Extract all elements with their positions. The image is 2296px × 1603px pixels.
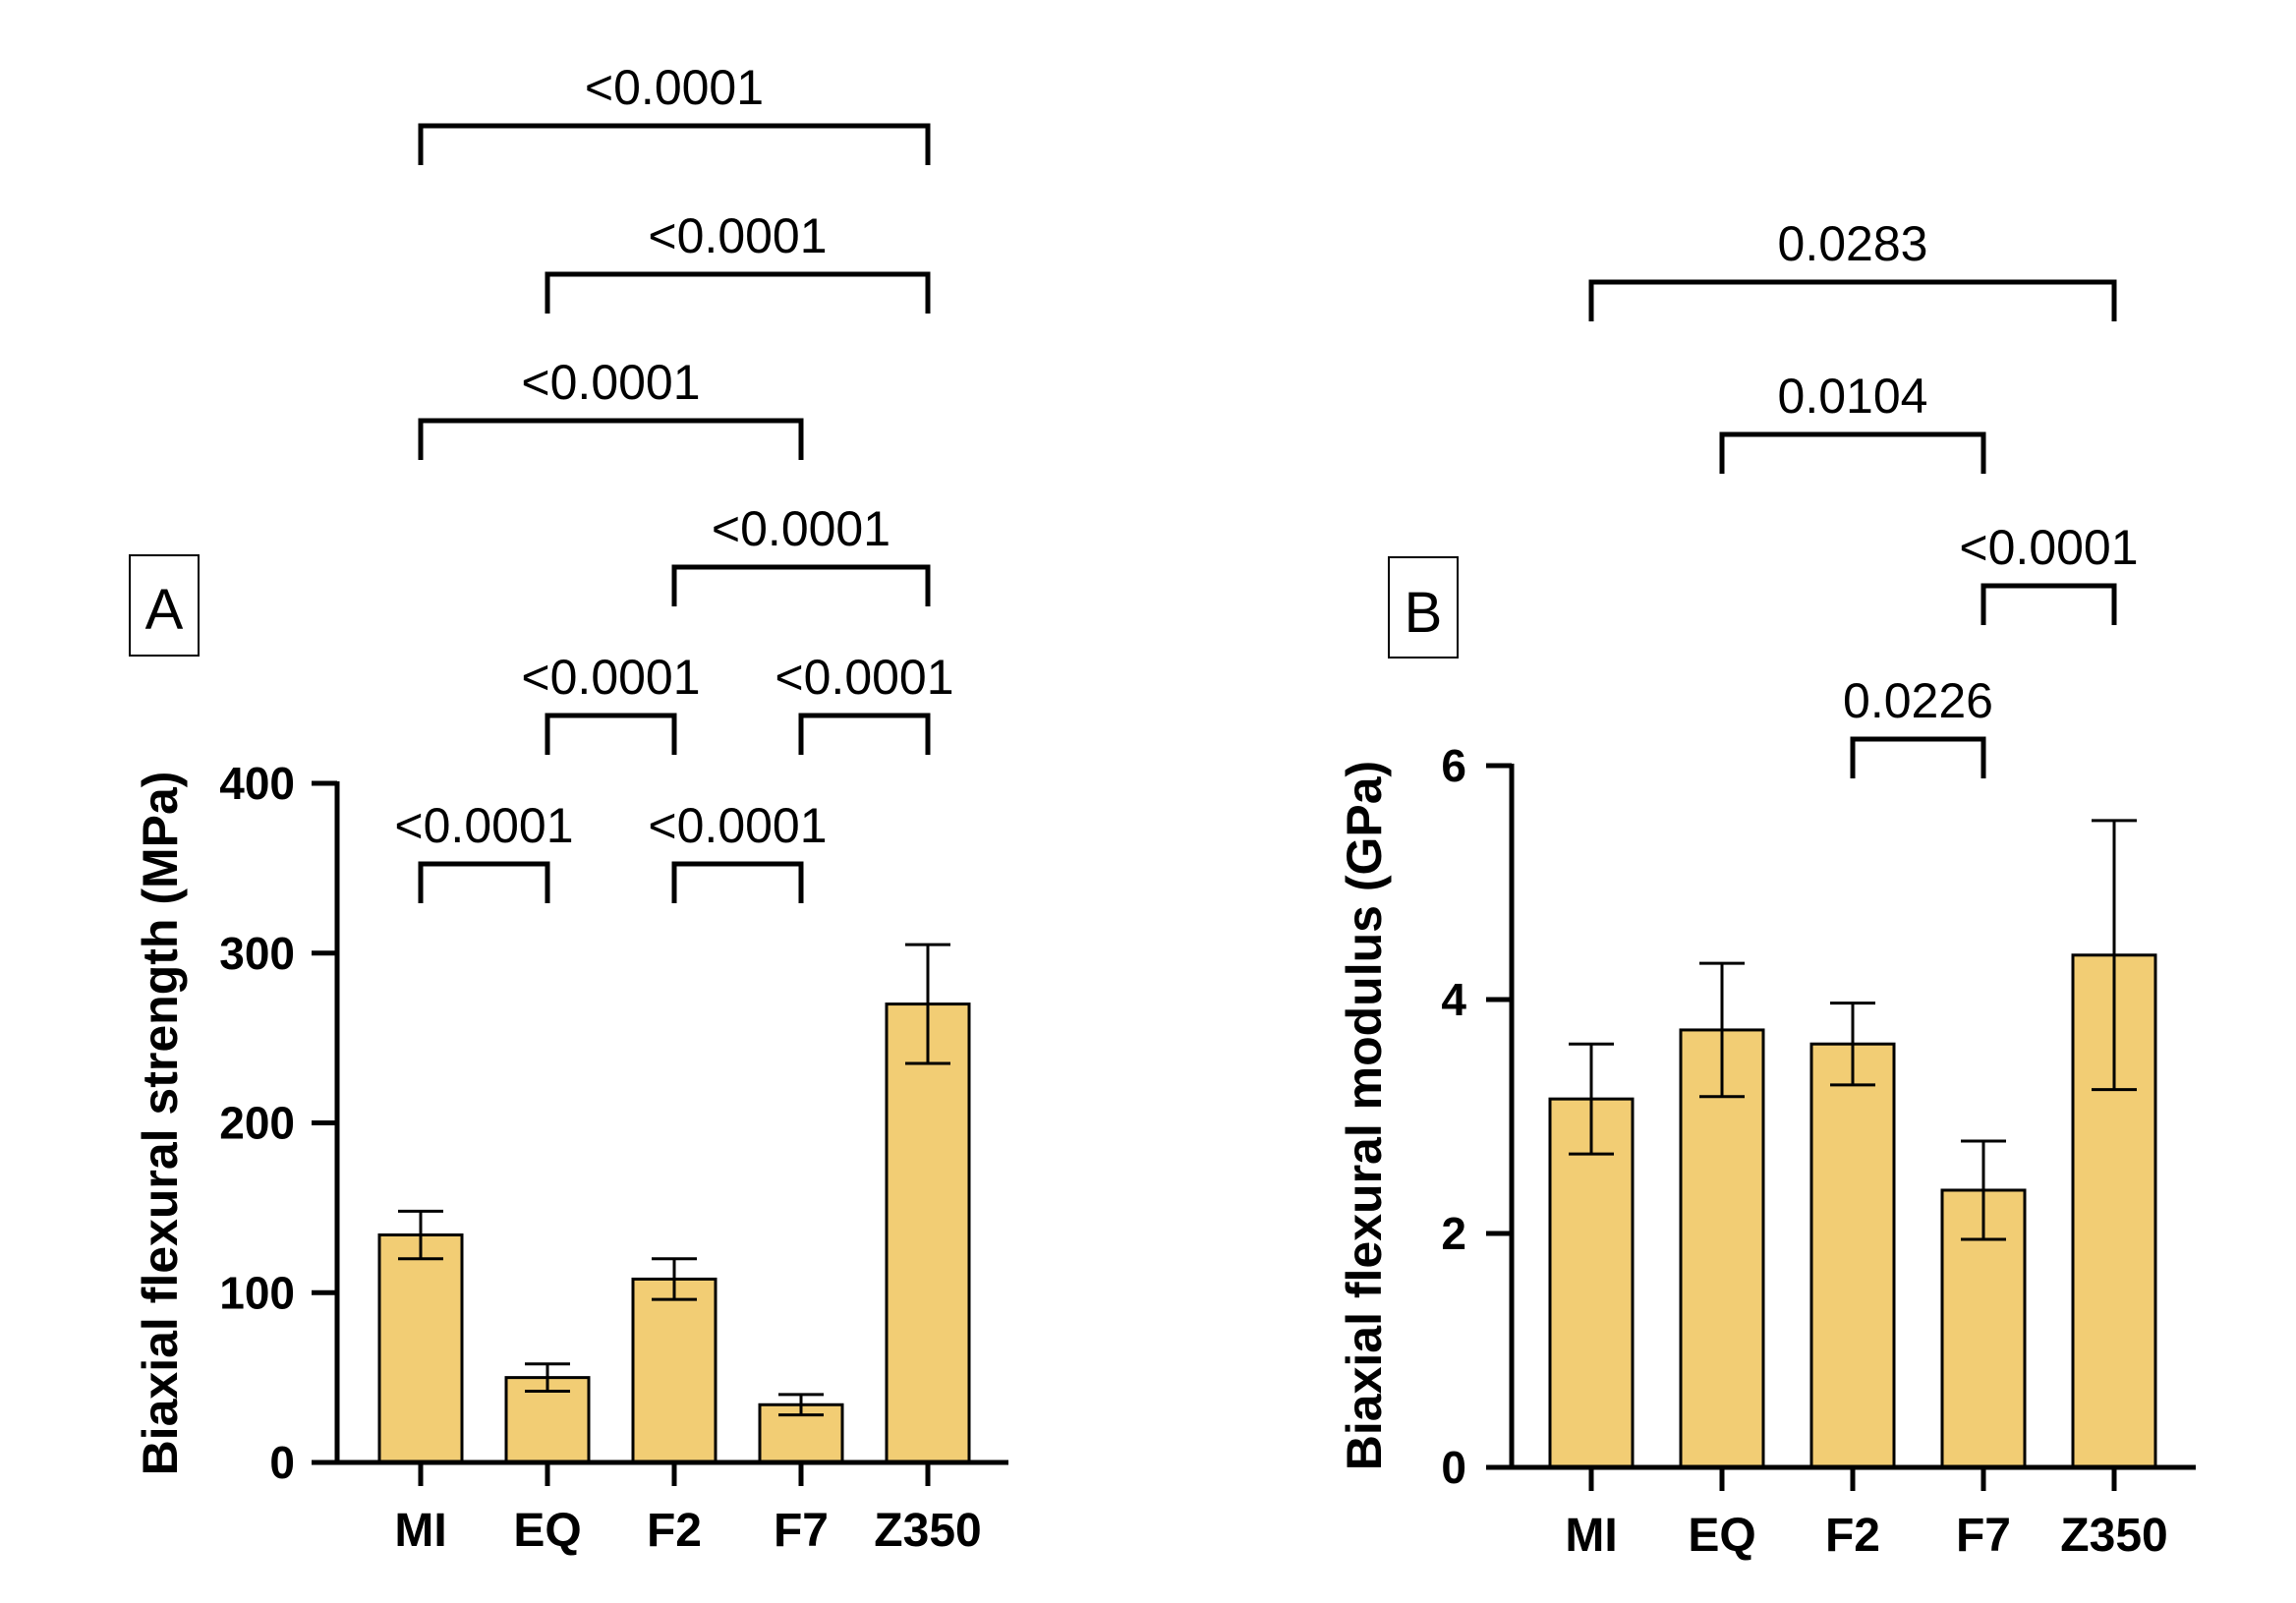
significance-bracket: <0.0001	[418, 355, 804, 460]
error-bar-z350	[2092, 819, 2137, 1092]
panel-letter-box	[129, 554, 200, 657]
error-bar-f2	[652, 1257, 697, 1301]
bracket-line	[545, 271, 931, 314]
bracket-line	[671, 564, 931, 606]
y-tick-label: 6	[1441, 740, 1466, 791]
error-bar-mi	[1569, 1042, 1614, 1156]
error-bar-f7	[1961, 1139, 2006, 1241]
y-tick-label: 0	[1441, 1442, 1466, 1493]
error-bar-eq	[525, 1362, 570, 1393]
bar-z350	[885, 1002, 971, 1464]
error-bar-mi	[398, 1209, 443, 1261]
p-value-label: 0.0226	[1843, 673, 1993, 728]
significance-bracket: <0.0001	[521, 650, 701, 755]
error-bar-z350	[905, 943, 950, 1065]
bracket-line	[545, 713, 677, 755]
significance-bracket: <0.0001	[671, 501, 931, 606]
p-value-label: <0.0001	[648, 208, 827, 263]
p-value-label: <0.0001	[394, 798, 573, 853]
y-tick-label: 200	[219, 1098, 295, 1149]
x-tick-label-f7: F7	[774, 1505, 829, 1557]
error-bar-eq	[1699, 961, 1745, 1099]
x-tick-label-f7: F7	[1956, 1510, 2011, 1562]
bracket-line	[671, 861, 804, 903]
p-value-label: 0.0283	[1778, 216, 1928, 271]
x-tick-label-z350: Z350	[874, 1505, 981, 1557]
significance-bracket: 0.0104	[1719, 369, 1986, 474]
significance-bracket: <0.0001	[648, 798, 828, 903]
panel-letter-box	[1388, 556, 1459, 658]
p-value-label: <0.0001	[775, 650, 953, 705]
p-value-label: 0.0104	[1778, 369, 1928, 424]
p-value-label: <0.0001	[585, 60, 764, 115]
panel-a-chart: 0 100 200 300 400 MI EQ F2 F7 Z350 Biaxial flexura…	[129, 60, 1008, 1557]
y-tick-label: 300	[219, 928, 295, 979]
x-tick-label-f2: F2	[647, 1505, 702, 1557]
bracket-line	[418, 861, 550, 903]
y-tick-label: 2	[1441, 1208, 1466, 1259]
p-value-label: <0.0001	[648, 798, 827, 853]
panel-letter: A	[145, 578, 184, 642]
y-axis-title: Biaxial flexural strength (MPa)	[133, 772, 188, 1476]
bracket-line	[418, 123, 931, 165]
x-tick-label-mi: MI	[394, 1505, 446, 1557]
significance-bracket: <0.0001	[1959, 520, 2139, 625]
bracket-line	[1719, 431, 1986, 474]
y-tick-label: 400	[219, 758, 295, 809]
x-tick-label-mi: MI	[1565, 1510, 1617, 1562]
bar-mi	[377, 1233, 464, 1464]
bracket-line	[1850, 736, 1986, 778]
y-tick-label: 4	[1441, 974, 1466, 1025]
significance-bracket: <0.0001	[775, 650, 954, 755]
x-tick-label-z350: Z350	[2060, 1510, 2167, 1562]
significance-bracket: 0.0283	[1588, 216, 2117, 321]
bracket-line	[418, 418, 804, 460]
bar-f2	[1809, 1042, 1896, 1469]
bar-f2	[631, 1277, 718, 1464]
x-tick-label-eq: EQ	[1688, 1510, 1755, 1562]
p-value-label: <0.0001	[1959, 520, 2138, 575]
bracket-line	[1980, 583, 2117, 625]
bar-mi	[1548, 1097, 1635, 1469]
panel-b-chart: 0 2 4 6 MI EQ F2 F7 Z350 Biaxial flexural modulus…	[1337, 216, 2196, 1562]
x-tick-label-eq: EQ	[513, 1505, 581, 1557]
y-axis-title: Biaxial flexural modulus (GPa)	[1337, 761, 1392, 1470]
significance-bracket: <0.0001	[394, 798, 574, 903]
error-bar-f2	[1830, 1002, 1875, 1087]
significance-bracket: <0.0001	[418, 60, 931, 165]
p-value-label: <0.0001	[521, 650, 700, 705]
y-tick-label: 0	[269, 1437, 295, 1488]
bracket-line	[798, 713, 931, 755]
y-tick-label: 100	[219, 1267, 295, 1318]
error-bar-f7	[778, 1393, 824, 1417]
significance-bracket: <0.0001	[545, 208, 931, 314]
significance-bracket: 0.0226	[1843, 673, 1993, 778]
x-tick-label-f2: F2	[1825, 1510, 1880, 1562]
bar-eq	[1679, 1028, 1765, 1469]
p-value-label: <0.0001	[521, 355, 700, 410]
panel-letter: B	[1405, 581, 1443, 645]
p-value-label: <0.0001	[712, 501, 890, 556]
bracket-line	[1588, 279, 2117, 321]
